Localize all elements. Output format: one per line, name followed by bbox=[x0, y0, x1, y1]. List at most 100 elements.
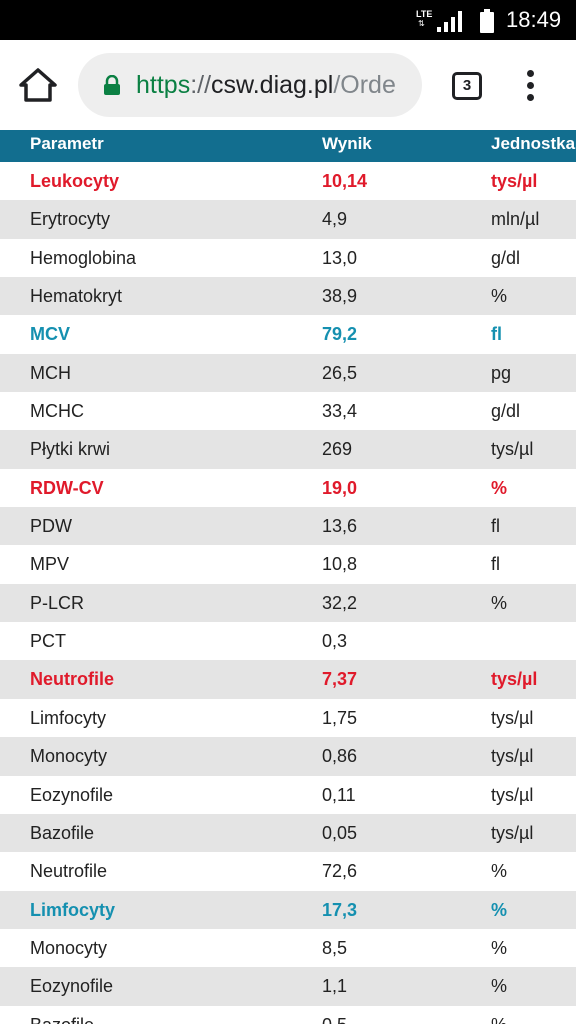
table-row: Eozynofile 1,1% bbox=[0, 967, 576, 1006]
table-row: RDW-CV 19,0% bbox=[0, 469, 576, 507]
table-row: Monocyty 0,86 tys/µl bbox=[0, 737, 576, 776]
result-cell: 0,5 bbox=[322, 1006, 347, 1024]
clock: 18:49 bbox=[506, 7, 562, 32]
unit-cell: % bbox=[491, 976, 508, 997]
result-cell: 4,9 bbox=[322, 209, 348, 230]
unit-cell: tys/µl bbox=[491, 171, 538, 191]
unit-cell: % bbox=[491, 861, 508, 882]
url-scheme: https bbox=[136, 71, 191, 99]
result-cell: 0,86 bbox=[322, 746, 358, 767]
result-cell: 72,6 bbox=[322, 861, 358, 882]
parameter-cell: Bazofile bbox=[30, 822, 95, 843]
parameter-cell: RDW-CV bbox=[30, 477, 104, 498]
table-row: MCHC 33,4 g/dl bbox=[0, 392, 576, 430]
unit-cell: % bbox=[491, 899, 508, 920]
battery-icon bbox=[480, 9, 494, 33]
lock-icon bbox=[104, 75, 120, 95]
parameter-cell: Eozynofile bbox=[30, 976, 114, 997]
column-header-unit: Jednostka bbox=[491, 134, 576, 153]
table-row: P-LCR 32,2% bbox=[0, 583, 576, 623]
parameter-cell: Monocyty bbox=[30, 937, 108, 958]
table-row: Eozynofile 0,11 tys/µl bbox=[0, 776, 576, 814]
unit-cell: tys/µl bbox=[491, 822, 534, 843]
result-cell: 26,5 bbox=[322, 362, 358, 383]
unit-cell: fl bbox=[491, 516, 500, 537]
table-row: Limfocyty 1,75 tys/µl bbox=[0, 699, 576, 737]
unit-cell: % bbox=[491, 286, 508, 307]
tab-switcher-button[interactable]: 3 bbox=[452, 72, 482, 100]
parameter-cell: MCHC bbox=[30, 401, 84, 422]
result-cell: 19,0 bbox=[322, 477, 358, 498]
network-type-label: LTE bbox=[416, 9, 433, 19]
table-row: Monocyty 8,5% bbox=[0, 929, 576, 967]
home-icon[interactable] bbox=[18, 67, 58, 103]
result-cell: 38,9 bbox=[322, 286, 358, 307]
table-row: Bazofile 0,05 tys/µl bbox=[0, 813, 576, 853]
address-bar[interactable]: https://csw.diag.pl/Orde bbox=[78, 53, 422, 117]
result-cell: 10,8 bbox=[322, 554, 358, 575]
unit-cell: fl bbox=[491, 324, 502, 345]
table-row: Neutrofile 72,6% bbox=[0, 852, 576, 890]
column-header-result: Wynik bbox=[322, 134, 372, 153]
result-cell: 1,1 bbox=[322, 976, 348, 997]
unit-cell: tys/µl bbox=[491, 707, 534, 728]
result-cell: 13,0 bbox=[322, 247, 358, 268]
parameter-cell: Płytki krwi bbox=[30, 439, 110, 460]
table-row: Hemoglobina 13,0 g/dl bbox=[0, 239, 576, 277]
unit-cell: % bbox=[491, 477, 508, 498]
result-cell: 0,11 bbox=[322, 784, 356, 805]
unit-cell: fl bbox=[491, 554, 500, 575]
table-row: Limfocyty 17,3% bbox=[0, 890, 576, 929]
overflow-menu-icon[interactable] bbox=[520, 70, 542, 102]
parameter-cell: Leukocyty bbox=[30, 171, 120, 191]
unit-cell: tys/µl bbox=[491, 669, 538, 690]
result-cell: 17,3 bbox=[322, 899, 358, 920]
table-row: Neutrofile 7,37 tys/µl bbox=[0, 660, 576, 699]
parameter-cell: Neutrofile bbox=[30, 669, 115, 690]
parameter-cell: MPV bbox=[30, 554, 70, 575]
table-header: Parametr Wynik Jednostka bbox=[0, 130, 576, 162]
unit-cell: % bbox=[491, 592, 508, 613]
result-cell: 79,2 bbox=[322, 324, 358, 345]
table-row: Płytki krwi 269 tys/µl bbox=[0, 430, 576, 469]
parameter-cell: P-LCR bbox=[30, 592, 85, 613]
result-cell: 10,14 bbox=[322, 171, 368, 191]
column-header-parameter: Parametr bbox=[30, 134, 104, 153]
url-text: https://csw.diag.pl/Orde bbox=[136, 69, 418, 101]
result-cell: 0,05 bbox=[322, 822, 358, 843]
result-cell: 1,75 bbox=[322, 707, 358, 728]
signal-strength-icon bbox=[437, 11, 462, 32]
parameter-cell: Monocyty bbox=[30, 746, 108, 767]
unit-cell: g/dl bbox=[491, 247, 521, 268]
table-row: MCV 79,2 fl bbox=[0, 315, 576, 353]
result-cell: 8,5 bbox=[322, 937, 348, 958]
table-row: Leukocyty 10,14 tys/µl bbox=[0, 162, 576, 200]
result-cell: 33,4 bbox=[322, 401, 358, 422]
url-path: /Orde bbox=[333, 71, 396, 99]
table-row: PCT 0,3 bbox=[0, 622, 576, 660]
unit-cell: % bbox=[491, 1006, 507, 1024]
result-cell: 13,6 bbox=[322, 516, 358, 537]
parameter-cell: Hemoglobina bbox=[30, 247, 137, 268]
parameter-cell: MCV bbox=[30, 324, 70, 345]
unit-cell: % bbox=[491, 937, 508, 958]
unit-cell: mln/µl bbox=[491, 209, 540, 230]
parameter-cell: Limfocyty bbox=[30, 899, 116, 920]
parameter-cell: Neutrofile bbox=[30, 861, 108, 882]
table-row: Bazofile 0,5% bbox=[0, 1006, 576, 1024]
parameter-cell: Erytrocyty bbox=[30, 209, 111, 230]
result-cell: 32,2 bbox=[322, 592, 358, 613]
unit-cell: tys/µl bbox=[491, 746, 534, 767]
result-cell: 0,3 bbox=[322, 631, 348, 652]
data-activity-icon: ⇅ bbox=[418, 19, 425, 28]
unit-cell: pg bbox=[491, 362, 512, 383]
parameter-cell: MCH bbox=[30, 362, 71, 383]
results-table: Parametr Wynik Jednostka Leukocyty 10,14 t… bbox=[0, 130, 576, 1024]
parameter-cell: Limfocyty bbox=[30, 707, 107, 728]
result-cell: 7,37 bbox=[322, 669, 358, 690]
status-bar: LTE ⇅ 18:49 bbox=[0, 0, 576, 40]
parameter-cell: Hematokryt bbox=[30, 286, 123, 307]
table-body: Leukocyty 10,14 tys/µl Erytrocyty 4,9 mln/µl H… bbox=[0, 162, 576, 1024]
unit-cell: g/dl bbox=[491, 401, 521, 422]
table-row: PDW 13,6 fl bbox=[0, 507, 576, 546]
